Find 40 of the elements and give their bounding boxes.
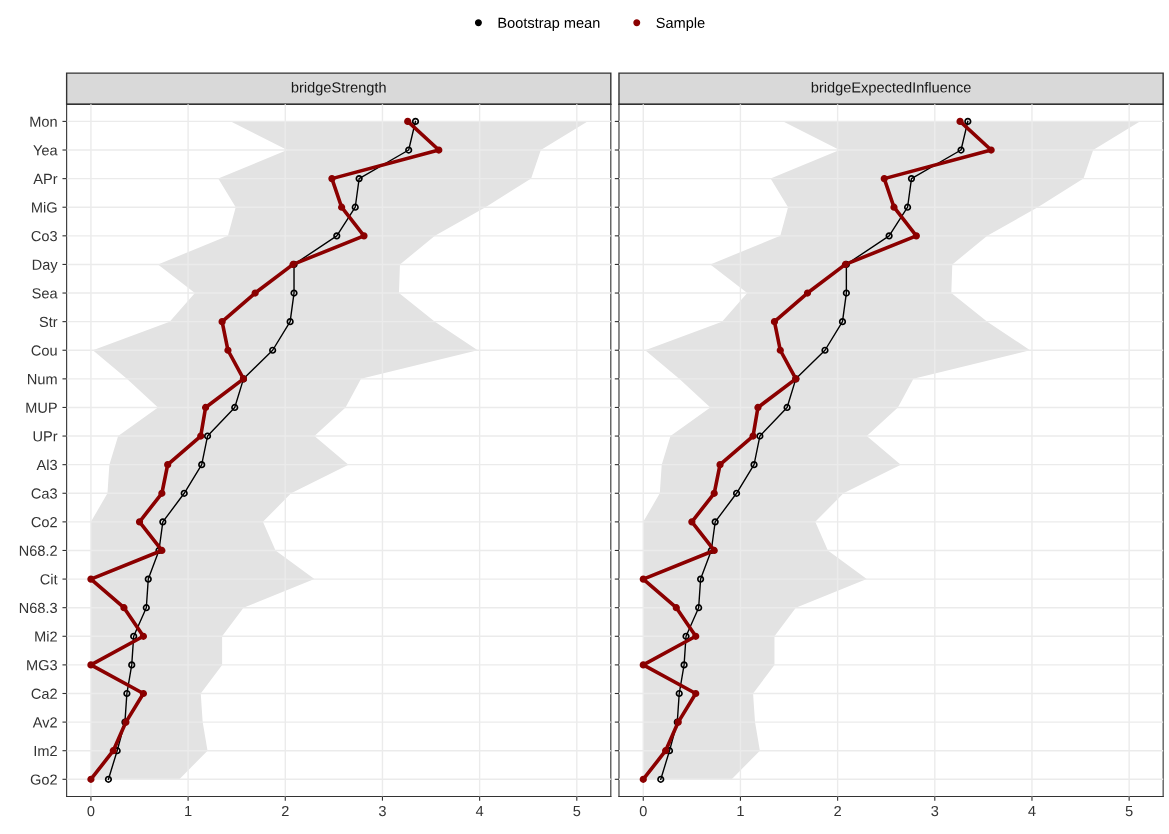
x-tick-label: 3 — [378, 805, 386, 817]
y-tick-label: Al3 — [36, 459, 57, 471]
x-tick-label: 1 — [737, 806, 744, 817]
y-tick-label: UPr — [33, 431, 58, 442]
x-tick-label: 0 — [639, 805, 647, 817]
y-tick-label: MUP — [26, 402, 57, 413]
x-tick-label: 1 — [185, 806, 192, 817]
y-tick-label: Av2 — [32, 717, 57, 728]
x-tick-label: 4 — [1028, 806, 1036, 817]
y-tick-label: Co2 — [31, 516, 57, 528]
y-tick-label: MiG — [32, 201, 57, 213]
x-tick-label: 5 — [573, 806, 581, 817]
y-tick-label: Mi2 — [35, 631, 57, 642]
y-tick-label: Day — [32, 259, 58, 273]
y-tick-label: Cit — [40, 573, 58, 585]
x-tick-label: 3 — [931, 805, 939, 817]
y-tick-label: N68.3 — [19, 602, 57, 614]
y-tick-label: Co3 — [31, 230, 57, 242]
y-tick-label: Go2 — [30, 774, 57, 785]
legend-label: Sample — [656, 17, 705, 31]
y-tick-label: Yea — [33, 145, 58, 156]
x-tick-label: 2 — [281, 805, 289, 817]
chart-title: bridgeStrength — [291, 81, 386, 96]
y-tick-label: MG3 — [27, 659, 57, 671]
y-tick-label: Cou — [31, 345, 57, 356]
x-tick-label: 2 — [834, 805, 841, 817]
y-tick-label: Ca2 — [31, 688, 57, 699]
y-tick-label: Num — [28, 374, 57, 385]
legend-label: Bootstrap mean — [498, 17, 600, 31]
y-tick-label: APr — [33, 173, 58, 184]
y-tick-label: Im2 — [34, 745, 57, 756]
x-tick-label: 0 — [87, 805, 95, 817]
y-tick-label: Ca3 — [31, 488, 57, 499]
y-tick-label: Str — [39, 316, 58, 328]
chart-title: bridgeExpectedInfluence — [811, 81, 971, 96]
x-tick-label: 4 — [475, 806, 484, 817]
x-tick-label: 5 — [1125, 806, 1133, 817]
y-tick-label: Mon — [30, 116, 57, 127]
y-tick-label: Sea — [32, 288, 58, 299]
y-tick-label: N68.2 — [19, 545, 57, 556]
